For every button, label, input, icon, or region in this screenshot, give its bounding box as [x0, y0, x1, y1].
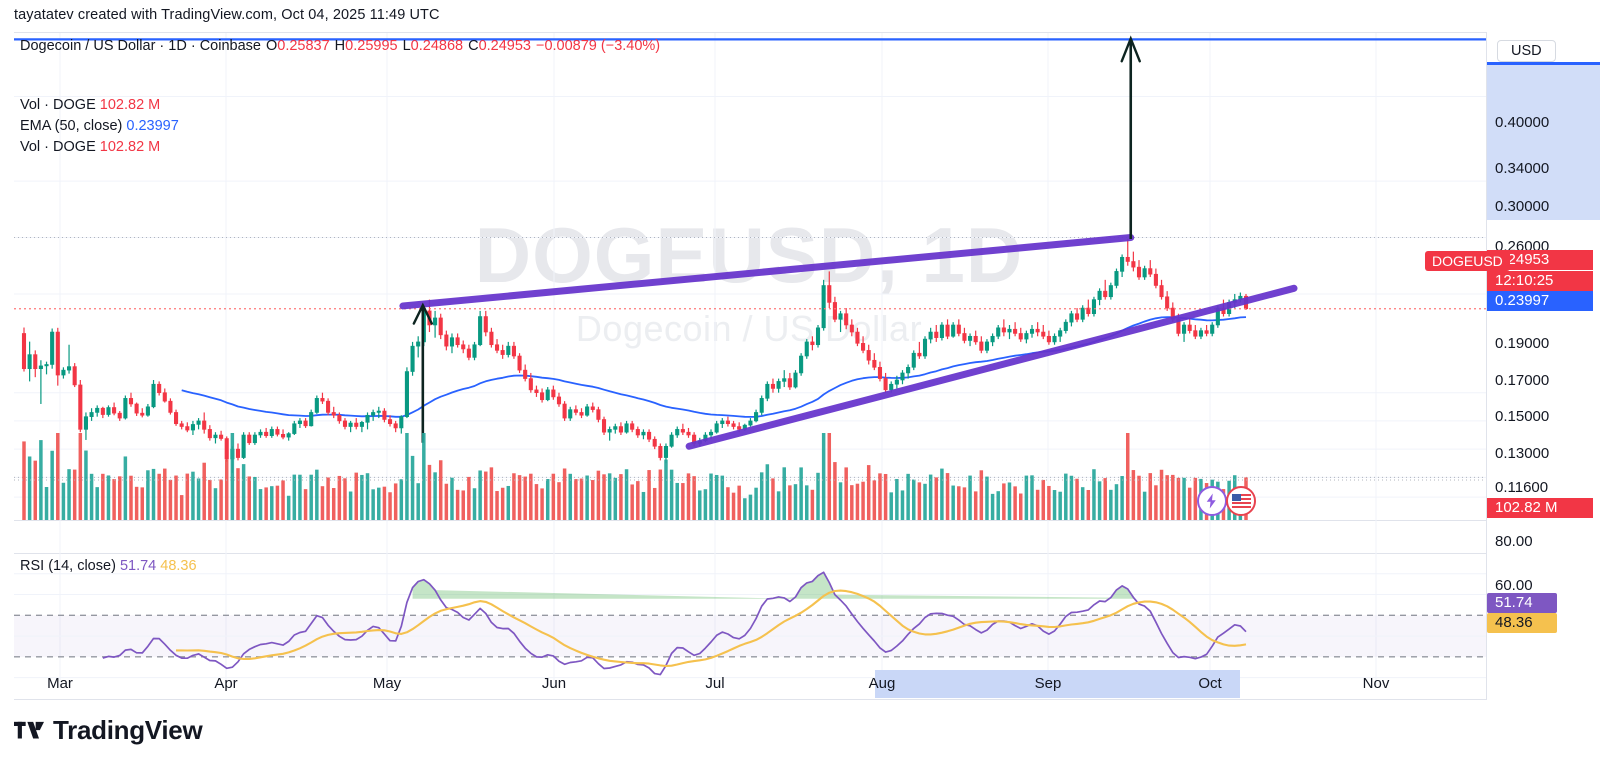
price-tick-8: 0.11600	[1495, 479, 1549, 496]
legend-open-value: 0.25837	[277, 38, 330, 54]
price-tick-7: 0.13000	[1495, 445, 1550, 462]
legend-ema-label: EMA (50, close)	[20, 118, 123, 134]
chart-canvas[interactable]	[14, 33, 1586, 701]
tradingview-footer: TradingView	[14, 715, 203, 746]
chart-legend-indicators: Vol · DOGE 102.82 M EMA (50, close) 0.23…	[20, 95, 179, 158]
rsi-ma-value-tag: 48.36	[1487, 613, 1557, 633]
volume-value-tag: 102.82 M	[1487, 498, 1593, 518]
target-line-marker	[1487, 62, 1600, 65]
time-label-0: Mar	[47, 675, 73, 692]
legend-symbol-row[interactable]: Dogecoin / US Dollar · 1D · Coinbase O0.2…	[20, 37, 660, 56]
chart-frame: DOGEUSD, 1D Dogecoin / US Dollar Dogecoi…	[14, 32, 1586, 700]
chart-legend-main: Dogecoin / US Dollar · 1D · Coinbase O0.2…	[20, 37, 660, 56]
rsi-value-tag: 51.74	[1487, 593, 1557, 613]
legend-rsi-label: RSI (14, close)	[20, 558, 116, 574]
price-tick-2: 0.30000	[1495, 198, 1550, 215]
bar-countdown-value: 12:10:25	[1495, 272, 1554, 289]
time-label-7: Oct	[1198, 675, 1222, 692]
legend-high-label: H	[334, 38, 346, 54]
currency-selector[interactable]: USD	[1497, 40, 1556, 62]
price-tick-4: 0.19000	[1495, 335, 1550, 352]
legend-low-label: L	[402, 38, 411, 54]
ai-lightning-icon[interactable]	[1197, 486, 1227, 516]
ema-price-tag: 0.23997	[1487, 291, 1593, 311]
price-axis-selection	[1487, 65, 1600, 220]
chart-legend-rsi: RSI (14, close) 51.74 48.36	[20, 557, 197, 576]
legend-volume-value-1: 102.82 M	[99, 97, 161, 113]
legend-high-value: 0.25995	[345, 38, 398, 54]
legend-change: −0.00879 (−3.40%)	[535, 38, 661, 54]
time-label-2: May	[372, 675, 402, 692]
legend-ema-value: 0.23997	[126, 118, 179, 134]
tradingview-logo-icon	[14, 721, 44, 738]
legend-volume-label-1: Vol · DOGE	[20, 97, 96, 113]
ema-price-value: 0.23997	[1495, 292, 1550, 309]
symbol-price-tag: DOGEUSD	[1425, 251, 1510, 271]
legend-volume-row-1[interactable]: Vol · DOGE 102.82 M	[20, 95, 179, 116]
time-label-4: Jul	[705, 675, 725, 692]
legend-volume-label-2: Vol · DOGE	[20, 139, 96, 155]
legend-volume-value-2: 102.82 M	[99, 139, 161, 155]
time-label-6: Sep	[1034, 675, 1062, 692]
tradingview-brand-text: TradingView	[53, 715, 203, 745]
price-tick-6: 0.15000	[1495, 408, 1550, 425]
time-axis[interactable]: Mar Apr May Jun Jul Aug Sep Oct Nov	[14, 668, 1486, 700]
price-axis[interactable]: USD 0.40000 0.34000 0.30000 0.26000 DOGE…	[1425, 32, 1600, 700]
price-tick-0: 0.40000	[1495, 114, 1550, 131]
price-tick-1: 0.34000	[1495, 160, 1550, 177]
legend-volume-row-2[interactable]: Vol · DOGE 102.82 M	[20, 137, 179, 158]
bar-countdown-tag: 12:10:25	[1487, 271, 1593, 291]
time-axis-selection	[875, 670, 1240, 698]
price-tick-5: 0.17000	[1495, 372, 1550, 389]
legend-low-value: 0.24868	[410, 38, 464, 54]
us-flag-icon[interactable]	[1226, 486, 1256, 516]
credit-line: tayatatev created with TradingView.com, …	[14, 7, 440, 23]
legend-symbol-title: Dogecoin / US Dollar · 1D · Coinbase	[20, 38, 261, 54]
time-label-8: Nov	[1362, 675, 1390, 692]
legend-ema-row[interactable]: EMA (50, close) 0.23997	[20, 116, 179, 137]
time-label-1: Apr	[214, 675, 238, 692]
time-label-3: Jun	[541, 675, 567, 692]
legend-open-label: O	[265, 38, 278, 54]
legend-rsi-ma-value: 48.36	[160, 558, 197, 574]
pane-separator-rsi	[14, 553, 1586, 554]
rsi-tick-0: 80.00	[1495, 533, 1533, 550]
legend-rsi-value: 51.74	[119, 558, 157, 574]
time-label-5: Aug	[868, 675, 896, 692]
pane-separator-volume	[14, 520, 1586, 521]
legend-close-value: 0.24953	[478, 38, 531, 54]
legend-close-label: C	[468, 38, 479, 54]
legend-rsi-row[interactable]: RSI (14, close) 51.74 48.36	[20, 557, 197, 576]
rsi-tick-1: 60.00	[1495, 577, 1533, 594]
